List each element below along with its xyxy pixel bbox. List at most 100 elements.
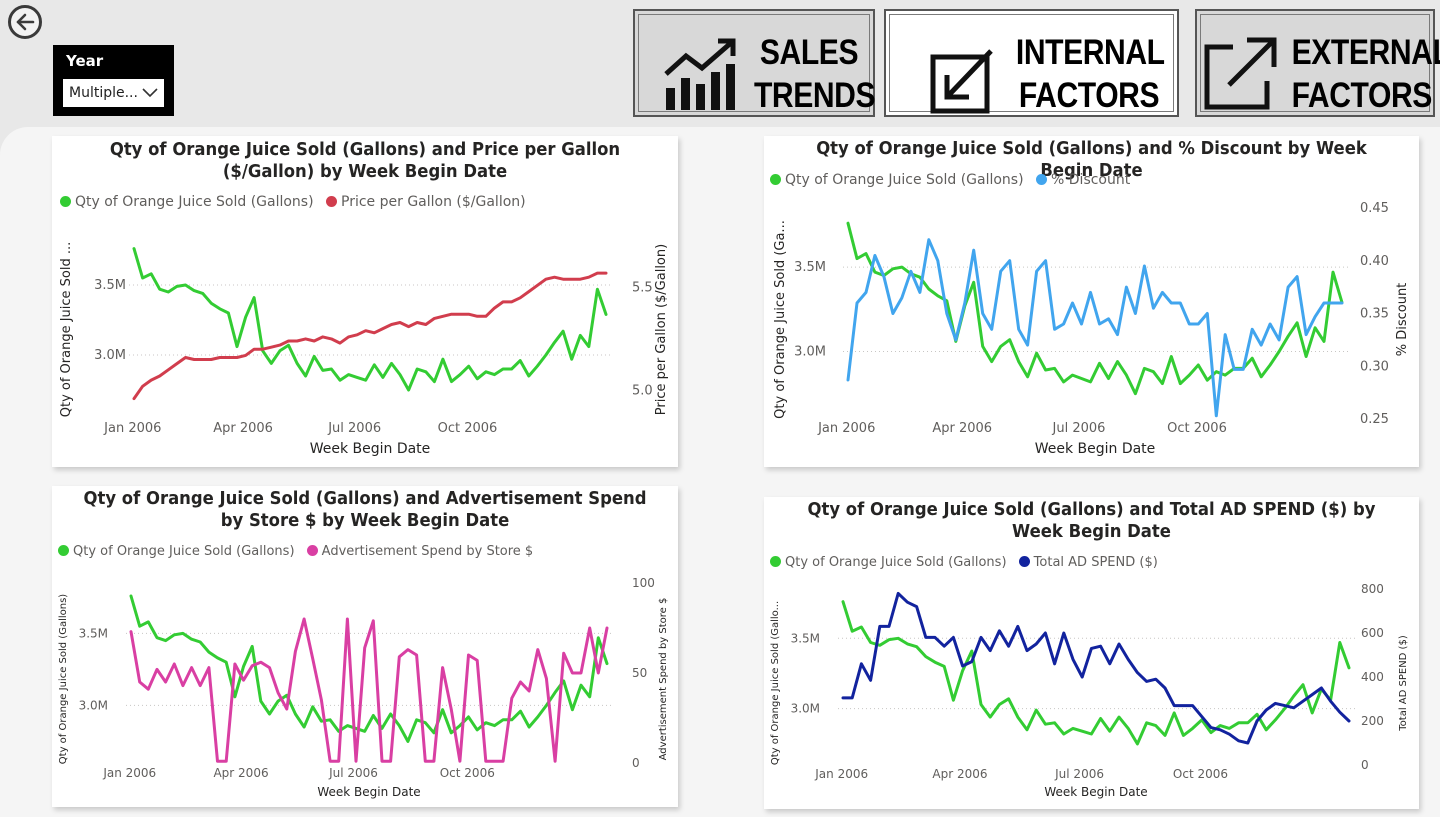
legend-label: Price per Gallon ($/Gallon) [341, 194, 526, 210]
legend-marker [326, 196, 338, 207]
arrow-down-left-icon [930, 49, 993, 114]
internal-factors-label-line1: INTERNAL [1015, 33, 1165, 72]
x-tick-label: Apr 2006 [932, 767, 987, 781]
qty-vs-total-ad-spend-chart[interactable]: Qty of Orange Juice Sold (Gallons) and T… [764, 497, 1419, 809]
y2-tick-label: 0.25 [1360, 412, 1389, 427]
button-frame [889, 14, 1174, 112]
legend-item[interactable]: Qty of Orange Juice Sold (Gallons) [60, 194, 314, 210]
chart-legend: Qty of Orange Juice Sold (Gallons) Total… [770, 555, 1166, 570]
y-axis-title: Qty of Orange Juice Sold (Gallons) [58, 594, 69, 764]
qty-vs-price-chart[interactable]: Qty of Orange Juice Sold (Gallons) and P… [52, 136, 678, 467]
year-dropdown-value: Multiple... [69, 85, 138, 101]
legend-item[interactable]: Total AD SPEND ($) [1018, 555, 1158, 570]
qty-vs-ad-spend-by-store-chart[interactable]: Qty of Orange Juice Sold (Gallons) and A… [52, 486, 678, 807]
legend-label: Qty of Orange Juice Sold (Gallons) [785, 555, 1007, 570]
plot-area: 3.0M 3.5M 0 200 400 600 800 Jan 2006 Apr 2006 Jul… [770, 582, 1409, 799]
series-line-secondary[interactable] [129, 617, 609, 763]
legend-marker [1018, 556, 1030, 567]
legend-label: Qty of Orange Juice Sold (Gallons) [785, 172, 1024, 188]
y2-tick-label: 5.5 [632, 280, 653, 295]
sales-trends-label-line1: SALES [759, 33, 859, 72]
y-tick-label: 3.0M [79, 698, 108, 712]
qty-vs-discount-chart[interactable]: Qty of Orange Juice Sold (Gallons) and %… [764, 136, 1419, 467]
legend-item[interactable]: Qty of Orange Juice Sold (Gallons) [58, 544, 295, 559]
plot-area: 3.0M 3.5M 0.25 0.30 0.35 0.40 0.45 Jan 2006 Apr … [773, 201, 1410, 457]
x-axis-title: Week Begin Date [317, 785, 420, 799]
back-button[interactable] [8, 5, 42, 39]
legend-label: Advertisement Spend by Store $ [321, 544, 534, 559]
legend-marker [306, 545, 318, 556]
y2-tick-label: 200 [1361, 714, 1384, 728]
legend-marker [58, 545, 69, 556]
series-line-qty-sold[interactable] [129, 594, 609, 743]
external-factors-button[interactable]: EXTERNAL FACTORS [1195, 9, 1440, 117]
x-tick-label: Jan 2006 [102, 766, 156, 780]
x-tick-label: Oct 2006 [1167, 421, 1227, 436]
legend-item[interactable]: Qty of Orange Juice Sold (Gallons) [770, 172, 1024, 188]
x-tick-label: Jul 2006 [1054, 767, 1104, 781]
y2-axis-title: % Discount [1395, 283, 1410, 357]
y2-tick-label: 0.40 [1360, 254, 1389, 269]
legend-marker [1036, 174, 1048, 185]
y-tick-label: 3.5M [79, 626, 108, 640]
legend-label: Total AD SPEND ($) [1033, 555, 1158, 570]
x-tick-label: Jul 2006 [328, 766, 378, 780]
year-slicer: Year Multiple... [53, 45, 174, 116]
series-line-qty-sold[interactable] [841, 600, 1351, 746]
y-tick-label: 3.0M [791, 702, 820, 716]
sales-trends-button[interactable]: SALES TRENDS [633, 9, 876, 117]
y-tick-label: 3.5M [94, 278, 126, 293]
y2-tick-label: 5.0 [632, 383, 653, 398]
chart-legend: Qty of Orange Juice Sold (Gallons) Price… [60, 194, 534, 210]
x-tick-label: Apr 2006 [213, 766, 268, 780]
chart-title: Qty of Orange Juice Sold (Gallons) and %… [816, 139, 1367, 181]
y-axis-title: Qty of Orange Juice Sold ... [59, 242, 74, 418]
legend-item[interactable]: Qty of Orange Juice Sold (Gallons) [770, 555, 1007, 570]
x-tick-label: Jul 2006 [327, 421, 381, 436]
x-tick-label: Jan 2006 [103, 421, 161, 436]
chart-title: Qty of Orange Juice Sold (Gallons) and P… [109, 140, 621, 182]
y2-tick-label: 800 [1361, 582, 1384, 596]
x-tick-label: Oct 2006 [438, 421, 498, 436]
x-tick-label: Jul 2006 [1052, 421, 1106, 436]
y2-axis-title: Price per Gallon ($/Gallon) [654, 244, 669, 415]
button-frame [638, 14, 870, 112]
legend-item[interactable]: Price per Gallon ($/Gallon) [326, 194, 526, 210]
series-line-secondary[interactable] [846, 238, 1344, 418]
y-tick-label: 3.5M [791, 631, 820, 645]
chevron-down-icon [142, 88, 158, 98]
y2-tick-label: 600 [1361, 626, 1384, 640]
arrow-left-icon [16, 13, 35, 31]
x-tick-label: Jan 2006 [817, 421, 875, 436]
chart-legend: Qty of Orange Juice Sold (Gallons) % Dis… [770, 172, 1138, 188]
internal-factors-button[interactable]: INTERNAL FACTORS [884, 9, 1179, 117]
plot-area: 3.0M 3.5M 0 50 100 Jan 2006 Apr 2006 Jul 2006 Oc… [58, 576, 669, 799]
arrow-up-right-icon [1204, 37, 1277, 110]
chart-trending-up-icon [664, 38, 736, 110]
x-axis-title: Week Begin Date [310, 441, 431, 457]
y-tick-label: 3.0M [94, 348, 126, 363]
x-axis-title: Week Begin Date [1044, 785, 1147, 799]
external-factors-label-line2: FACTORS [1291, 76, 1433, 115]
y2-tick-label: 0.30 [1360, 359, 1389, 374]
year-dropdown[interactable]: Multiple... [63, 79, 164, 107]
x-tick-label: Apr 2006 [932, 421, 992, 436]
series-line-secondary[interactable] [841, 591, 1351, 745]
series-line-secondary[interactable] [132, 271, 608, 401]
y2-axis-title: Total AD SPEND ($) [1398, 635, 1409, 732]
series-line-qty-sold[interactable] [132, 247, 608, 392]
series-line-qty-sold[interactable] [846, 221, 1344, 396]
plot-area: 3.0M 3.5M 5.0 5.5 Jan 2006 Apr 2006 Jul 2006 Oc… [59, 242, 669, 457]
x-axis-title: Week Begin Date [1035, 441, 1156, 457]
legend-marker [770, 174, 781, 185]
chart-legend: Qty of Orange Juice Sold (Gallons) Adver… [58, 544, 541, 559]
y2-tick-label: 100 [632, 576, 655, 590]
y2-axis-title: Advertisement Spend by Store $ [658, 598, 669, 761]
legend-item[interactable]: Advertisement Spend by Store $ [306, 544, 534, 559]
y2-tick-label: 0.45 [1360, 201, 1389, 216]
y-tick-label: 3.5M [794, 260, 826, 275]
x-tick-label: Jan 2006 [814, 767, 868, 781]
y-tick-label: 3.0M [794, 344, 826, 359]
y2-tick-label: 0.35 [1360, 307, 1389, 322]
legend-item[interactable]: % Discount [1036, 172, 1130, 188]
